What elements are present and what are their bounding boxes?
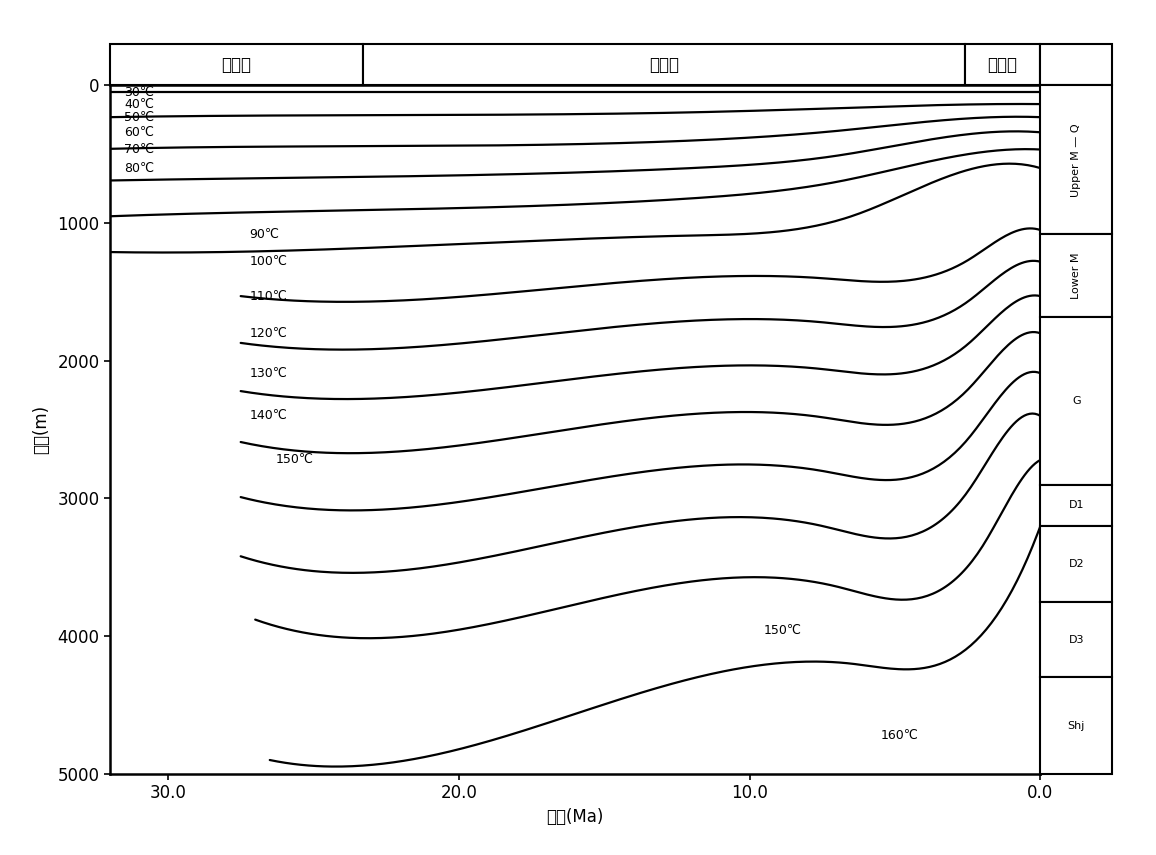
Text: 140℃: 140℃ — [250, 410, 287, 422]
Text: 110℃: 110℃ — [250, 290, 287, 303]
Text: 第四系: 第四系 — [987, 56, 1017, 74]
Text: 60℃: 60℃ — [125, 126, 154, 139]
Text: Shj: Shj — [1067, 721, 1085, 730]
Text: 30℃: 30℃ — [125, 86, 154, 99]
Text: Lower M: Lower M — [1072, 252, 1081, 298]
Text: 100℃: 100℃ — [250, 255, 288, 268]
Text: 160℃: 160℃ — [881, 728, 918, 742]
Text: 150℃: 150℃ — [764, 624, 802, 637]
Text: G: G — [1072, 396, 1081, 406]
Text: 130℃: 130℃ — [250, 367, 287, 380]
X-axis label: 时间(Ma): 时间(Ma) — [547, 808, 603, 826]
Text: 新近系: 新近系 — [649, 56, 679, 74]
Text: 古近系: 古近系 — [221, 56, 251, 74]
Y-axis label: 深度(m): 深度(m) — [32, 405, 51, 454]
Text: 80℃: 80℃ — [125, 162, 155, 174]
Text: D2: D2 — [1068, 559, 1084, 569]
Text: Upper M — Q: Upper M — Q — [1072, 123, 1081, 197]
Text: 120℃: 120℃ — [250, 327, 287, 339]
Text: 50℃: 50℃ — [125, 110, 155, 124]
Text: 150℃: 150℃ — [275, 453, 313, 467]
Text: 70℃: 70℃ — [125, 143, 155, 156]
Text: D1: D1 — [1068, 500, 1084, 510]
Text: 90℃: 90℃ — [250, 227, 280, 240]
Text: 40℃: 40℃ — [125, 97, 154, 110]
Text: D3: D3 — [1068, 634, 1084, 645]
